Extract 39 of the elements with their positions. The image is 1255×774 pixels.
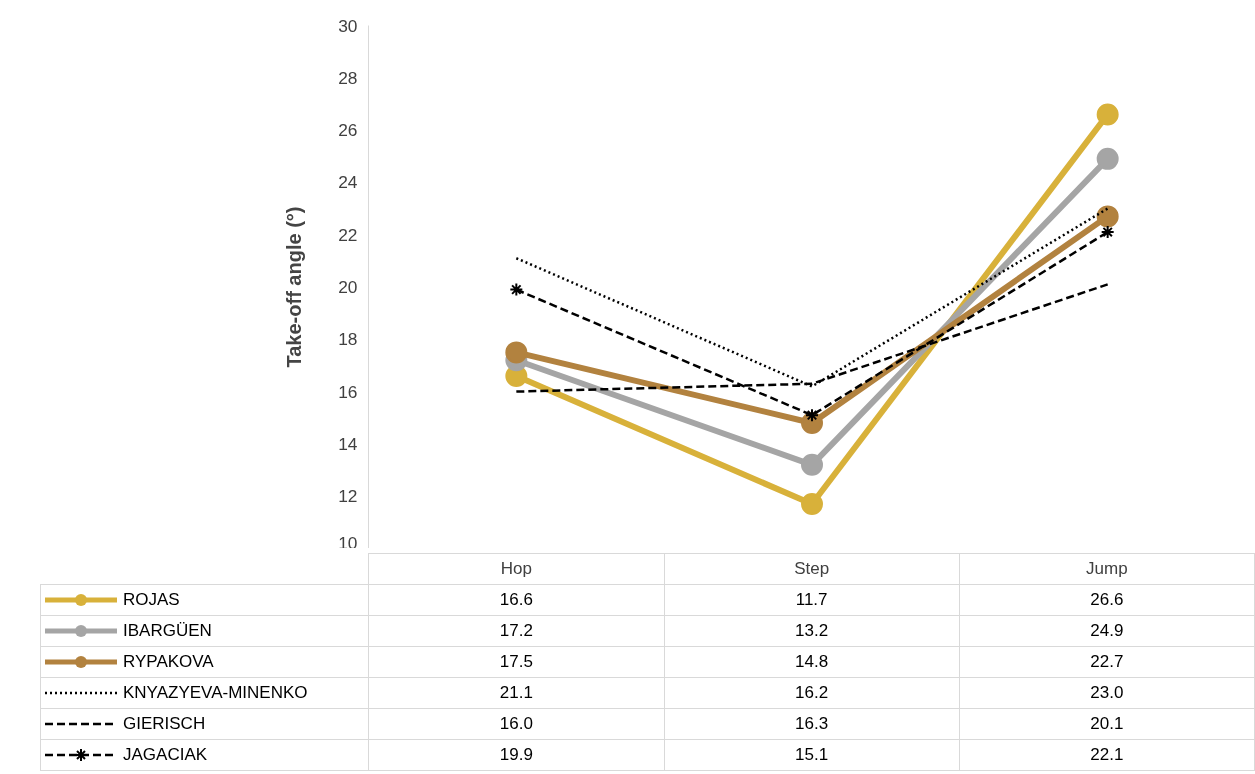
y-tick-label: 10 <box>338 532 358 553</box>
y-tick-label: 12 <box>338 486 358 507</box>
y-tick-label: 28 <box>338 67 358 88</box>
data-label: 23.0 <box>959 677 1255 709</box>
y-axis-title: Take-off angle (°) <box>283 206 306 368</box>
legend-label: GIERISCH <box>123 713 206 733</box>
data-label: 20.1 <box>959 708 1255 740</box>
legend-label: JAGACIAK <box>123 744 208 764</box>
data-label: 21.1 <box>368 677 664 709</box>
y-tick-label: 16 <box>338 381 358 402</box>
y-tick-label: 20 <box>338 277 358 297</box>
legend-label: KNYAZYEVA-MINENKO <box>123 682 308 702</box>
data-label: 24.9 <box>959 615 1255 647</box>
y-tick-label: 18 <box>338 329 358 350</box>
data-label: 16.2 <box>664 677 960 709</box>
data-label: 13.2 <box>664 615 960 647</box>
data-label: 16.6 <box>368 584 664 616</box>
x-tick-label: Step <box>664 553 960 585</box>
data-label: 26.6 <box>959 584 1255 616</box>
data-label: 16.0 <box>368 708 664 740</box>
y-tick-label: 30 <box>338 15 358 36</box>
data-label: 22.7 <box>959 646 1255 678</box>
x-tick-label: Jump <box>959 553 1255 585</box>
y-tick-label: 24 <box>338 172 358 193</box>
y-tick-label: 26 <box>338 120 358 141</box>
y-tick-label: 22 <box>338 224 358 245</box>
legend-label: IBARGÜEN <box>123 620 212 640</box>
data-label: 15.1 <box>664 739 960 771</box>
data-label: 19.9 <box>368 739 664 771</box>
data-label: 17.2 <box>368 615 664 647</box>
data-label: 17.5 <box>368 646 664 678</box>
data-label: 14.8 <box>664 646 960 678</box>
data-label: 16.3 <box>664 708 960 740</box>
legend-label: ROJAS <box>123 589 180 609</box>
legend-label: RYPAKOVA <box>123 651 214 671</box>
x-tick-label: Hop <box>368 553 664 585</box>
data-label: 22.1 <box>959 739 1255 771</box>
data-label: 11.7 <box>664 584 960 616</box>
y-tick-label: 14 <box>338 433 358 454</box>
